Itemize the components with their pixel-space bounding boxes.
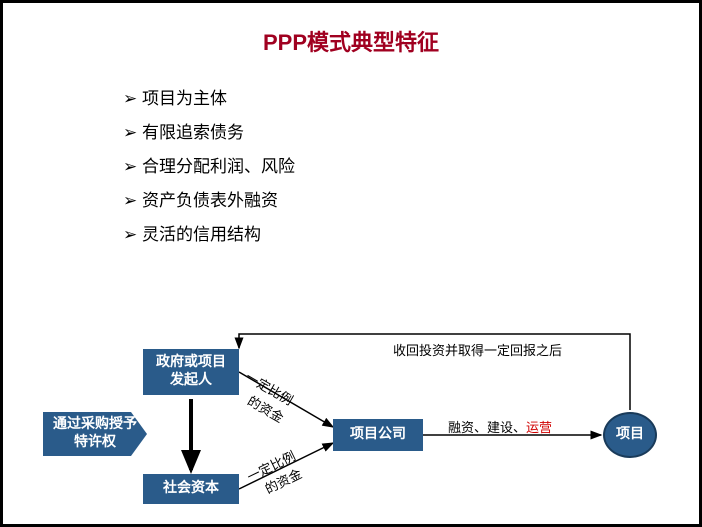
bullet-list: 项目为主体 有限追索债务 合理分配利润、风险 资产负债表外融资 灵活的信用结构 xyxy=(83,82,699,252)
node-procurement: 通过采购授予特许权 xyxy=(43,412,147,456)
node-label: 项目 xyxy=(616,426,644,444)
label-operate: 运营 xyxy=(526,420,552,435)
bullet-item: 灵活的信用结构 xyxy=(123,218,699,252)
node-label: 项目公司 xyxy=(350,426,406,444)
node-government: 政府或项目发起人 xyxy=(143,349,239,395)
node-social-capital: 社会资本 xyxy=(143,474,239,504)
label-finance-build: 融资、建设、 xyxy=(448,420,526,435)
edge-label-return: 收回投资并取得一定回报之后 xyxy=(393,340,562,359)
slide-title: PPP模式典型特征 xyxy=(3,25,699,57)
node-label: 政府或项目发起人 xyxy=(156,354,226,390)
node-label: 通过采购授予特许权 xyxy=(53,416,137,452)
bullet-item: 合理分配利润、风险 xyxy=(123,150,699,184)
node-project-company: 项目公司 xyxy=(333,419,423,451)
edge-label-finance: 融资、建设、运营 xyxy=(448,417,552,436)
bullet-item: 项目为主体 xyxy=(123,82,699,116)
bullet-item: 资产负债表外融资 xyxy=(123,184,699,218)
node-label: 社会资本 xyxy=(163,480,219,498)
node-project: 项目 xyxy=(603,412,657,458)
flow-diagram: 政府或项目发起人 通过采购授予特许权 社会资本 项目公司 项目 收回投资并取得一… xyxy=(3,304,699,524)
bullet-item: 有限追索债务 xyxy=(123,116,699,150)
